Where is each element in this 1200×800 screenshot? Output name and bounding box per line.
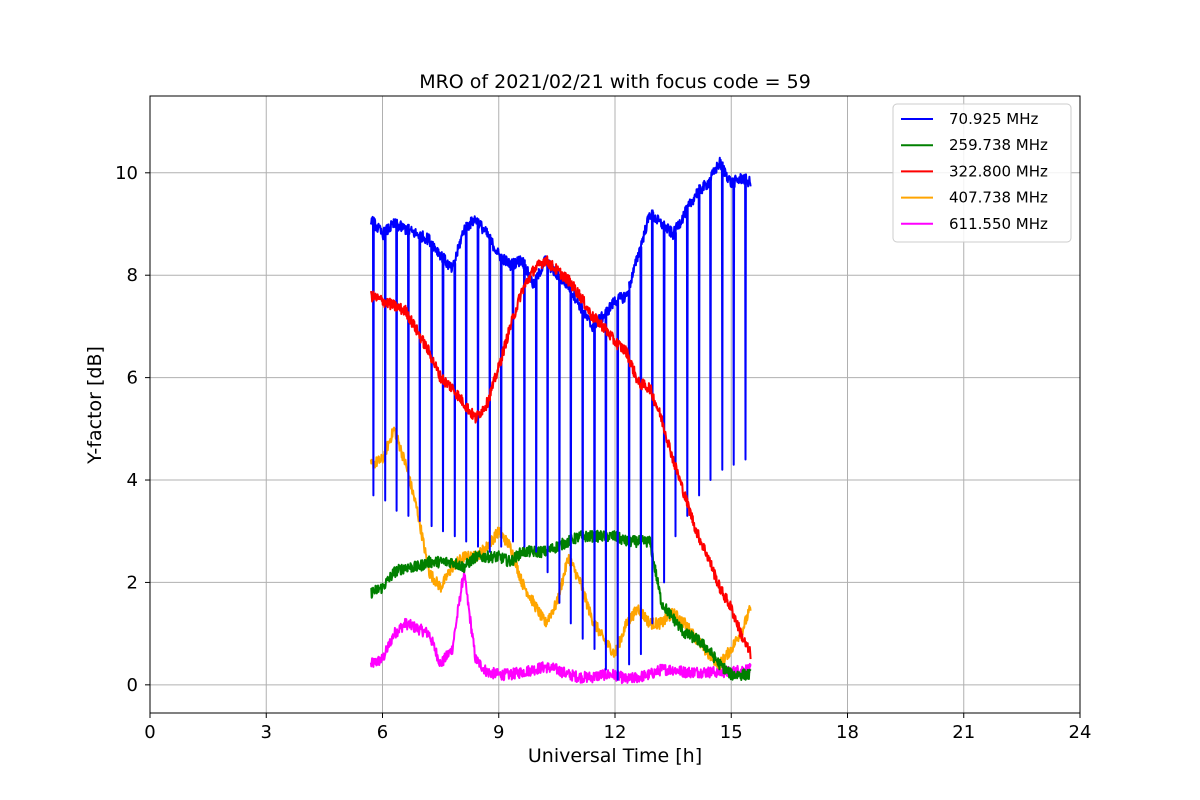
chart-title: MRO of 2021/02/21 with focus code = 59 — [419, 71, 811, 93]
y-tick-label: 4 — [127, 470, 138, 491]
x-tick-label: 3 — [261, 722, 272, 743]
series-line — [370, 529, 752, 681]
x-tick-label: 21 — [952, 722, 975, 743]
grid — [149, 96, 1081, 713]
x-tick-label: 24 — [1069, 722, 1092, 743]
legend-label: 407.738 MHz — [949, 189, 1048, 207]
legend-label: 70.925 MHz — [949, 110, 1038, 128]
y-tick-label: 10 — [115, 163, 138, 184]
legend: 70.925 MHz 259.738 MHz 322.800 MHz 407.738 … — [892, 103, 1072, 243]
legend-box — [892, 103, 1072, 243]
y-tick-label: 2 — [127, 572, 138, 593]
legend-label: 322.800 MHz — [949, 162, 1048, 180]
y-tick-label: 0 — [127, 675, 138, 696]
legend-label: 611.550 MHz — [949, 215, 1048, 233]
series-line — [369, 426, 752, 670]
series-line — [369, 568, 752, 685]
series-line — [369, 156, 752, 681]
x-tick-label: 12 — [604, 722, 627, 743]
x-tick-label: 9 — [493, 722, 504, 743]
x-axis: 0 3 6 9 12 15 18 21 24 — [144, 713, 1091, 743]
series-line — [369, 255, 752, 660]
y-tick-label: 6 — [127, 368, 138, 389]
x-tick-label: 0 — [144, 722, 155, 743]
x-axis-title: Universal Time [h] — [528, 745, 702, 767]
x-tick-label: 6 — [377, 722, 388, 743]
legend-label: 259.738 MHz — [949, 136, 1048, 154]
y-axis: 0 2 4 6 8 10 — [115, 163, 150, 696]
plot-series — [369, 156, 752, 685]
y-axis-title: Y-factor [dB] — [84, 346, 106, 465]
x-tick-label: 18 — [836, 722, 859, 743]
x-tick-label: 15 — [720, 722, 743, 743]
y-tick-label: 8 — [127, 265, 138, 286]
